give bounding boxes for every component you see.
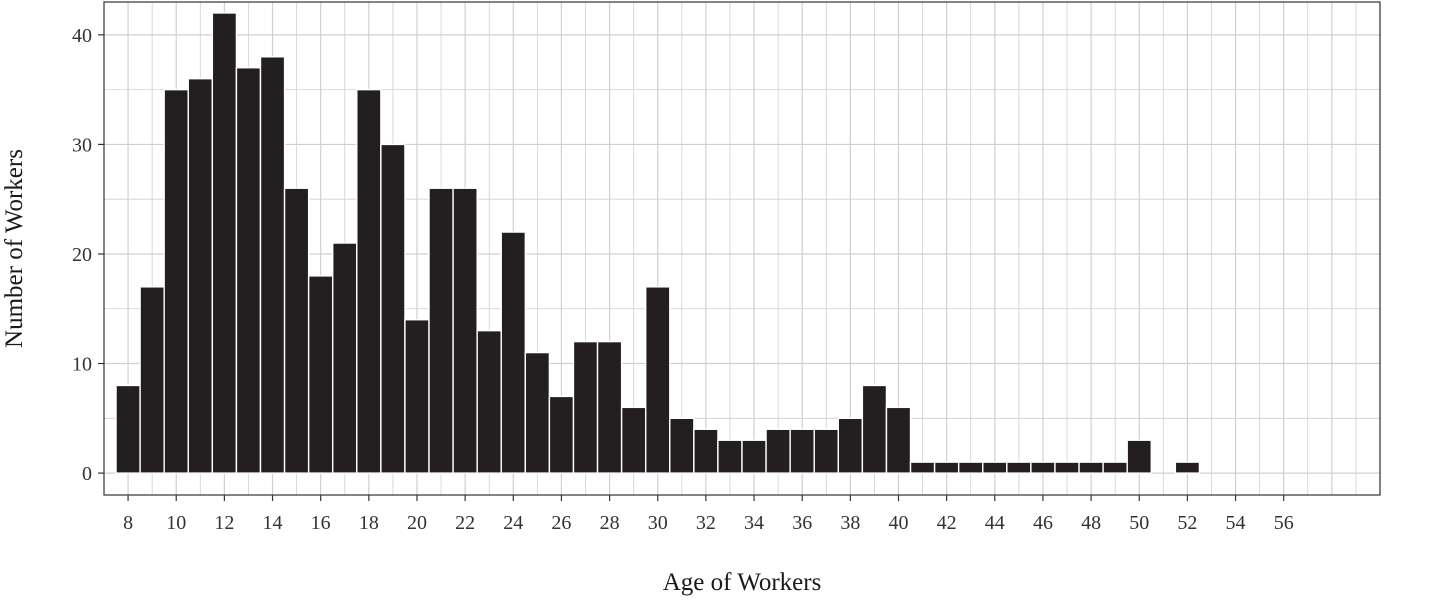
bars [115, 12, 1201, 474]
y-tick-label: 10 [72, 354, 92, 376]
bar-age-32 [693, 428, 719, 474]
x-tick-label: 44 [985, 512, 1005, 534]
bar-age-16 [307, 275, 334, 474]
bar-age-24 [500, 231, 527, 474]
bar-age-22 [452, 187, 478, 474]
bar-age-14 [259, 56, 286, 474]
x-tick-label: 36 [792, 512, 812, 534]
x-tick-label: 18 [359, 512, 379, 534]
y-axis-title: Number of Workers [1, 149, 28, 348]
x-tick-label: 54 [1226, 512, 1246, 534]
bar-age-15 [283, 187, 310, 474]
y-tick-label: 40 [72, 25, 92, 47]
bar-age-26 [548, 395, 575, 474]
bar-age-21 [428, 187, 454, 474]
bar-age-11 [187, 77, 214, 474]
x-tick-label: 46 [1033, 512, 1053, 534]
y-tick-label: 20 [72, 244, 92, 266]
bar-age-12 [211, 12, 238, 474]
x-tick-label: 14 [263, 512, 283, 534]
bar-age-13 [235, 67, 262, 474]
plot-panel-border [103, 1, 1381, 496]
y-tick-label: 30 [72, 134, 92, 156]
bar-age-29 [620, 406, 647, 474]
bar-age-40 [885, 406, 912, 474]
x-tick-label: 32 [696, 512, 716, 534]
x-tick-label: 38 [840, 512, 860, 534]
bar-age-34 [741, 439, 767, 474]
bar-age-50 [1126, 439, 1152, 474]
x-tick-label: 42 [937, 512, 957, 534]
bar-age-31 [669, 417, 695, 474]
bar-age-49 [1102, 461, 1128, 474]
x-tick-label: 56 [1274, 512, 1294, 534]
x-tick-label: 50 [1129, 512, 1149, 534]
bar-age-9 [139, 286, 165, 474]
bar-age-42 [933, 461, 960, 474]
bar-age-43 [957, 461, 984, 474]
bar-age-25 [524, 351, 551, 474]
x-tick-label: 34 [744, 512, 764, 534]
x-tick-label: 12 [214, 512, 234, 534]
y-axis-ticks: 0 10 20 30 40 [72, 25, 104, 485]
bar-age-44 [982, 461, 1008, 474]
bar-age-52 [1174, 461, 1201, 474]
x-tick-label: 28 [600, 512, 620, 534]
bar-age-41 [909, 461, 936, 474]
bar-age-37 [813, 428, 840, 474]
x-tick-label: 26 [551, 512, 571, 534]
bar-age-18 [356, 88, 382, 474]
bar-age-8 [115, 384, 141, 474]
bar-age-17 [332, 242, 358, 474]
bar-age-33 [717, 439, 743, 474]
x-tick-label: 20 [407, 512, 427, 534]
bar-age-47 [1054, 461, 1080, 474]
bar-age-48 [1078, 461, 1104, 474]
bar-age-30 [644, 286, 671, 474]
bar-age-27 [572, 340, 599, 474]
x-axis-ticks: 8 10 12 14 16 18 20 22 24 26 28 30 32 34 36 38 40 42 44 46 4… [123, 495, 1294, 534]
bar-age-20 [404, 319, 430, 474]
x-tick-label: 8 [123, 512, 133, 534]
bar-age-36 [789, 428, 815, 474]
bar-age-19 [380, 143, 406, 474]
bar-age-46 [1030, 461, 1056, 474]
x-tick-label: 24 [503, 512, 523, 534]
bar-age-45 [1006, 461, 1032, 474]
x-axis-title: Age of Workers [663, 569, 822, 596]
x-tick-label: 48 [1081, 512, 1101, 534]
x-tick-label: 10 [166, 512, 186, 534]
bar-age-35 [765, 428, 791, 474]
y-tick-label: 0 [82, 463, 92, 485]
x-tick-label: 22 [455, 512, 475, 534]
bar-age-38 [837, 417, 864, 474]
x-tick-label: 40 [888, 512, 908, 534]
bar-age-39 [861, 384, 888, 474]
x-tick-label: 30 [648, 512, 668, 534]
bar-age-10 [163, 88, 189, 474]
x-tick-label: 16 [311, 512, 331, 534]
x-tick-label: 52 [1177, 512, 1197, 534]
bar-age-23 [476, 329, 502, 474]
bar-age-28 [596, 340, 623, 474]
